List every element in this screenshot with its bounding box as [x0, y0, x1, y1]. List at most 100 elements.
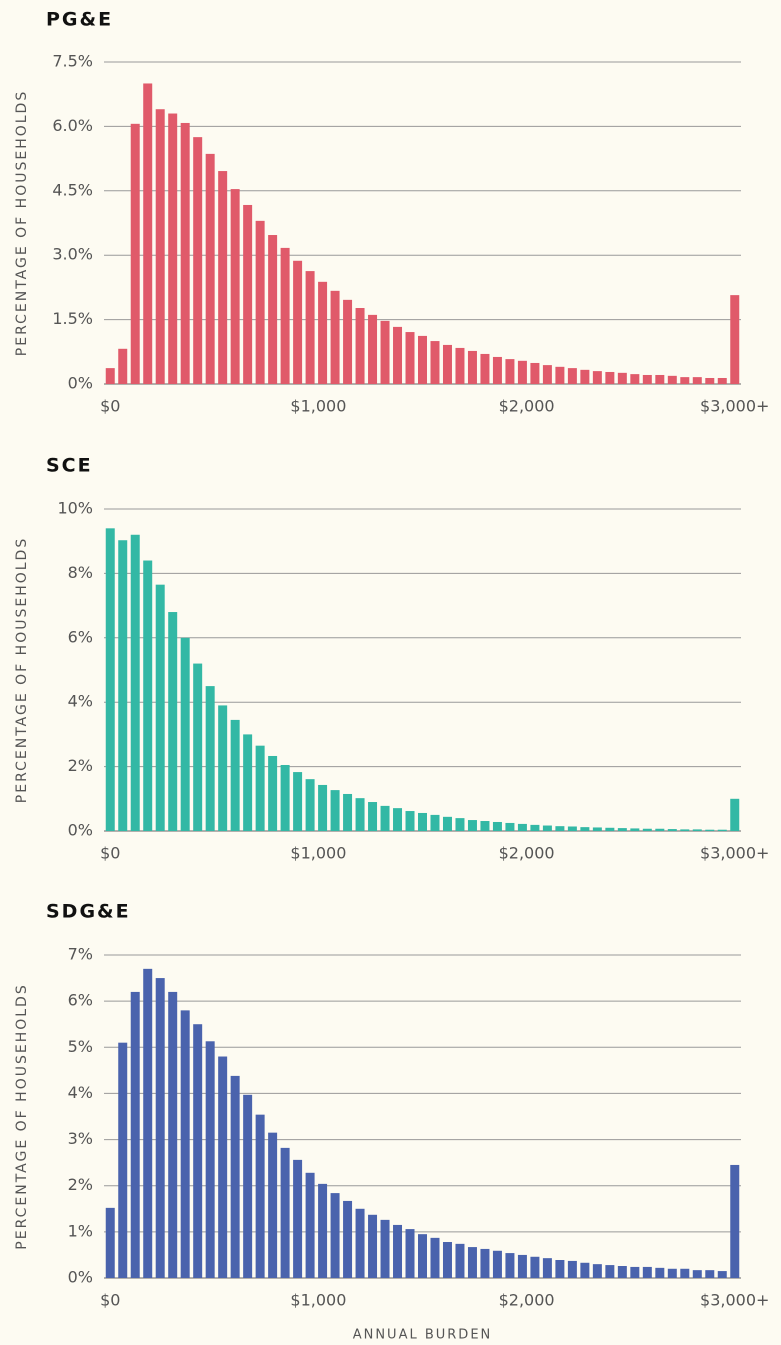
bar — [530, 1256, 540, 1278]
bar — [630, 374, 640, 384]
bar — [705, 829, 715, 831]
bar — [280, 247, 290, 384]
bar — [155, 584, 165, 831]
bar — [230, 1075, 240, 1278]
bar — [567, 826, 577, 831]
bar — [505, 1253, 515, 1278]
bar — [330, 1193, 340, 1278]
y-tick-label: 0% — [68, 821, 93, 840]
bar — [505, 822, 515, 831]
bar — [243, 1094, 253, 1278]
x-tick-label: $2,000 — [499, 1291, 555, 1310]
y-tick-label: 6% — [68, 991, 93, 1010]
y-axis-label: PERCENTAGE OF HOUSEHOLDS — [14, 983, 30, 1249]
bar — [243, 204, 253, 384]
bar — [405, 1229, 415, 1278]
x-tick-label: $2,000 — [499, 844, 555, 863]
bar — [492, 821, 502, 831]
bar — [380, 805, 390, 831]
bar — [517, 360, 527, 384]
x-tick-label: $3,000+ — [700, 844, 769, 863]
bar — [480, 1248, 490, 1278]
bar — [680, 1268, 690, 1278]
bar — [630, 828, 640, 831]
y-tick-label: 1% — [68, 1221, 93, 1240]
y-tick-label: 1.5% — [52, 309, 93, 328]
bar — [455, 347, 465, 384]
bar — [530, 824, 540, 831]
y-tick-label: 3% — [68, 1129, 93, 1148]
bar — [380, 320, 390, 384]
bar — [318, 784, 328, 831]
bar — [642, 374, 652, 384]
bar — [580, 827, 590, 831]
bar — [542, 1258, 552, 1278]
bar — [680, 377, 690, 384]
bar — [318, 281, 328, 384]
bar — [580, 1262, 590, 1278]
bar — [393, 808, 403, 831]
bar — [193, 137, 203, 384]
bar — [105, 368, 115, 384]
chart-title: SDG&E — [46, 901, 131, 923]
bar — [617, 372, 627, 384]
bar — [567, 1260, 577, 1278]
bar — [393, 326, 403, 384]
bar — [642, 1266, 652, 1278]
bar — [467, 1247, 477, 1278]
bar — [268, 755, 278, 831]
bar — [442, 1242, 452, 1278]
bar — [305, 779, 315, 831]
bar — [418, 335, 427, 384]
bar — [130, 123, 140, 384]
y-tick-label: 0% — [68, 374, 93, 393]
x-tick-label: $0 — [100, 397, 120, 416]
bar — [667, 375, 677, 384]
x-tick-label: $0 — [100, 844, 120, 863]
bar — [343, 793, 353, 831]
bar — [143, 83, 153, 384]
y-axis-label: PERCENTAGE OF HOUSEHOLDS — [14, 90, 30, 356]
bar — [118, 540, 128, 831]
bar — [368, 1214, 378, 1278]
bar — [555, 366, 565, 384]
bar — [230, 189, 240, 384]
bar — [268, 1132, 278, 1278]
bar — [717, 829, 727, 831]
bar — [155, 978, 165, 1278]
x-tick-label: $1,000 — [290, 844, 346, 863]
bar — [255, 1114, 265, 1278]
bar — [118, 348, 128, 384]
bar — [168, 612, 178, 831]
bar — [293, 260, 303, 384]
bar — [305, 1172, 315, 1278]
bar — [368, 802, 378, 831]
bar — [380, 1219, 390, 1278]
bar — [180, 122, 190, 384]
bar — [343, 1200, 353, 1278]
bar — [193, 1024, 203, 1278]
bar — [642, 828, 652, 831]
bar — [130, 534, 140, 831]
bar — [655, 828, 665, 831]
bar — [205, 686, 215, 831]
bar — [467, 820, 477, 831]
bar — [368, 314, 378, 384]
bar — [305, 271, 315, 384]
bar — [517, 823, 527, 831]
bar — [480, 821, 490, 831]
x-tick-label: $2,000 — [499, 397, 555, 416]
bar — [580, 369, 590, 384]
bar — [542, 825, 552, 831]
y-tick-label: 10% — [57, 499, 93, 518]
bar — [268, 235, 278, 384]
bar — [730, 798, 740, 831]
bar — [442, 816, 452, 831]
bar — [255, 745, 265, 831]
bar — [480, 353, 490, 384]
y-tick-label: 3.0% — [52, 245, 93, 264]
bar — [717, 1271, 727, 1278]
y-tick-label: 4% — [68, 1083, 93, 1102]
bar — [617, 1266, 627, 1278]
bar — [430, 1237, 440, 1278]
